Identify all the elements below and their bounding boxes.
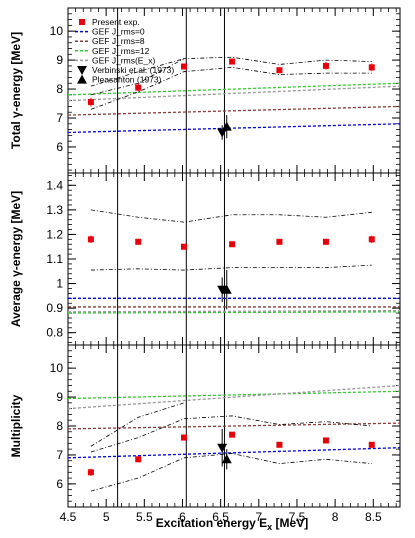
y-tick-label: 9 bbox=[56, 53, 63, 67]
band-lower-line bbox=[90, 264, 372, 271]
gef-line-4 bbox=[67, 309, 401, 313]
panel-2: 0.8 0.9 1 1.1 1.2 1.3 1.4 Average γ-energy [MeV… bbox=[9, 172, 401, 346]
legend-label: GEF J_rms=12 bbox=[92, 46, 150, 56]
band-lower-line bbox=[90, 453, 372, 492]
x-tick-label: 8.5 bbox=[365, 510, 382, 524]
legend-label: Present exp. bbox=[92, 17, 140, 27]
y-tick-label: 1.4 bbox=[46, 178, 63, 192]
legend-triangle-up-marker bbox=[77, 74, 87, 84]
present-point bbox=[368, 236, 375, 243]
y-tick-label: 10 bbox=[50, 361, 64, 375]
present-point bbox=[181, 243, 188, 250]
legend-item-5: GEF J_rms(E_x) bbox=[75, 55, 155, 65]
present-point bbox=[276, 67, 283, 74]
present-point bbox=[368, 441, 375, 448]
legend-label: GEF J_rms(E_x) bbox=[92, 55, 155, 65]
y-tick-label: 10 bbox=[50, 24, 64, 38]
band-upper-line bbox=[90, 415, 372, 453]
legend-item-7: Pleasanton (1973) bbox=[77, 74, 162, 85]
gef-line-1 bbox=[67, 447, 401, 459]
y-tick-label: 6 bbox=[56, 477, 63, 491]
x-tick-label: 8 bbox=[332, 510, 339, 524]
y-axis-label: Multiplicity bbox=[9, 394, 23, 457]
present-point bbox=[229, 58, 236, 65]
band-upper-line bbox=[90, 56, 372, 96]
present-point bbox=[87, 99, 94, 106]
present-point bbox=[181, 434, 188, 441]
present-point bbox=[368, 64, 375, 71]
pleasanton-marker bbox=[221, 284, 232, 294]
y-tick-label: 0.9 bbox=[46, 301, 63, 315]
legend-label: Verbinski et al. (1973) bbox=[92, 65, 174, 75]
present-point bbox=[276, 238, 283, 245]
legend-item-3: GEF J_rms=8 bbox=[75, 36, 145, 46]
present-point bbox=[322, 437, 329, 444]
legend-item-1: Present exp. bbox=[79, 17, 140, 27]
y-tick-label: 7 bbox=[56, 111, 63, 125]
x-tick-label: 6 bbox=[179, 510, 186, 524]
band-extra-line bbox=[90, 58, 185, 87]
x-tick-label: 6.5 bbox=[212, 510, 229, 524]
present-point bbox=[87, 469, 94, 476]
x-tick-label: 5 bbox=[103, 510, 110, 524]
legend-item-4: GEF J_rms=12 bbox=[75, 46, 150, 56]
y-tick-label: 1.3 bbox=[46, 203, 63, 217]
present-point bbox=[135, 84, 142, 91]
y-tick-label: 9 bbox=[56, 390, 63, 404]
band-upper-line bbox=[90, 209, 372, 223]
panel-3: 6 7 8 9 10 Multiplicity bbox=[9, 344, 401, 508]
legend-triangle-down-marker bbox=[77, 66, 87, 75]
present-point bbox=[322, 238, 329, 245]
legend-label: GEF J_rms=8 bbox=[92, 36, 145, 46]
gef-line-2 bbox=[67, 105, 401, 116]
legend-label: GEF J_rms=0 bbox=[92, 27, 145, 37]
band-extra-line bbox=[90, 402, 185, 447]
legend-square-marker bbox=[79, 19, 85, 25]
gef-line-4 bbox=[67, 384, 401, 410]
y-tick-label: 0.8 bbox=[46, 326, 63, 340]
y-tick-label: 1 bbox=[56, 277, 63, 291]
present-point bbox=[87, 236, 94, 243]
y-axis-label: Total γ-energy [MeV] bbox=[9, 32, 23, 149]
present-point bbox=[135, 238, 142, 245]
y-axis-label: Average γ-energy [MeV] bbox=[9, 191, 23, 327]
verbinski-marker bbox=[217, 443, 228, 453]
y-tick-label: 8 bbox=[56, 82, 63, 96]
y-tick-label: 1.1 bbox=[46, 252, 63, 266]
panels-layer: 6 7 8 9 10 Total γ-energy [MeV] 0.8 0.9 1 1.1 1.2 1… bbox=[9, 7, 401, 524]
present-point bbox=[181, 63, 188, 70]
y-tick-label: 7 bbox=[56, 448, 63, 462]
legend-item-6: Verbinski et al. (1973) bbox=[77, 65, 174, 75]
y-tick-label: 6 bbox=[56, 140, 63, 154]
panel-1: 6 7 8 9 10 Total γ-energy [MeV] bbox=[9, 7, 401, 174]
verbinski-marker bbox=[217, 285, 228, 295]
y-tick-label: 8 bbox=[56, 419, 63, 433]
band-lower-line bbox=[90, 66, 372, 110]
present-point bbox=[135, 456, 142, 463]
gef-line-1 bbox=[67, 123, 401, 134]
pleasanton-marker bbox=[221, 121, 232, 131]
x-tick-label: 7 bbox=[255, 510, 262, 524]
x-tick-label: 7.5 bbox=[289, 510, 306, 524]
x-axis-label: Excitation energy Ex [MeV] bbox=[156, 516, 308, 532]
present-point bbox=[229, 431, 236, 438]
present-point bbox=[322, 62, 329, 69]
present-point bbox=[229, 241, 236, 248]
x-tick-label: 5.5 bbox=[136, 510, 153, 524]
legend-label: Pleasanton (1973) bbox=[92, 75, 162, 85]
gef-line-3 bbox=[67, 390, 401, 400]
gef-line-4 bbox=[67, 85, 401, 102]
gef-line-3 bbox=[67, 311, 401, 314]
verbinski-marker bbox=[217, 128, 228, 138]
y-tick-label: 1.2 bbox=[46, 227, 63, 241]
legend-item-2: GEF J_rms=0 bbox=[75, 27, 145, 37]
gef-line-2 bbox=[67, 422, 401, 430]
gef-line-3 bbox=[67, 82, 401, 96]
present-point bbox=[276, 441, 283, 448]
pleasanton-marker bbox=[221, 454, 232, 464]
x-tick-label: 4.5 bbox=[60, 510, 77, 524]
